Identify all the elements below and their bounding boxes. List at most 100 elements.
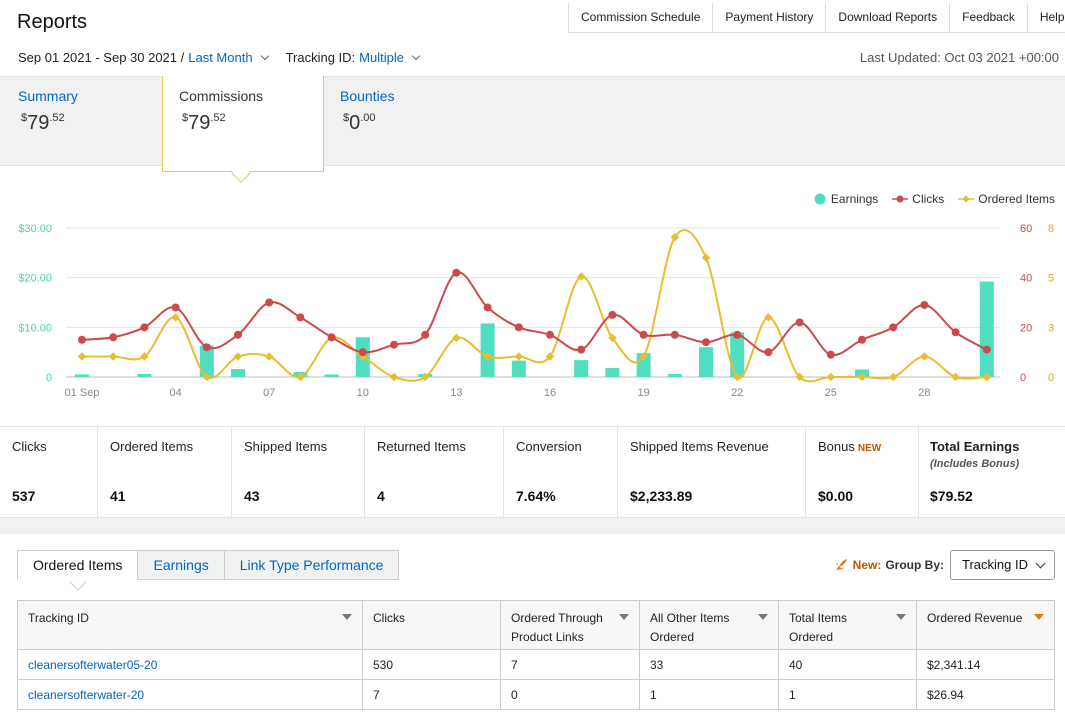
section-divider [0,518,1065,534]
ordered-line-icon [958,195,975,203]
table-cell: 7 [500,649,640,680]
stat-bonus: Bonus NEW $0.00 [806,427,919,517]
ordered-items-point [202,372,212,382]
sort-desc-icon[interactable] [1034,614,1044,620]
earnings-bar [574,360,589,377]
chevron-down-icon[interactable] [260,51,269,61]
clicks-axis-tick: 20 [1020,322,1032,334]
earnings-axis-tick: 0 [46,372,52,384]
table-cell: 7 [362,679,501,710]
earnings-bar [324,374,339,377]
clicks-point [733,330,742,339]
table-cell: 0 [500,679,640,710]
sort-icon[interactable] [896,614,906,620]
ordered-items-point [264,352,274,361]
filter-row: Sep 01 2021 - Sep 30 2021 / Last Month T… [18,50,421,65]
column-total-items[interactable]: Total Items Ordered [778,600,917,650]
column-ordered-revenue[interactable]: Ordered Revenue [916,600,1055,650]
table-cell: $2,341.14 [916,649,1055,680]
ordered-items-point [77,352,87,361]
clicks-point [421,330,430,339]
ordered-items-point [171,313,180,322]
clicks-point [546,330,554,339]
legend-ordered-items[interactable]: Ordered Items [958,192,1055,206]
sort-icon[interactable] [342,614,352,620]
tab-link-type-performance[interactable]: Link Type Performance [224,550,400,580]
x-axis-tick: 10 [357,387,369,399]
clicks-axis-tick: 40 [1020,273,1032,285]
clicks-axis-tick: 60 [1020,223,1032,235]
earnings-bar [979,281,994,377]
tab-bounties[interactable]: Bounties [340,88,395,104]
top-nav: Commission Schedule Payment History Down… [568,3,1065,33]
clicks-point [639,330,648,339]
ordered-axis-tick: 0 [1048,372,1054,384]
clicks-point [452,268,461,277]
stat-ordered-items: Ordered Items 41 [98,427,232,517]
tracking-id-link[interactable]: cleanersofterwater-20 [28,687,145,702]
new-badge: NEW [857,443,882,454]
ordered-items-point [389,372,399,382]
ordered-items-line [81,229,987,383]
clicks-point [78,335,86,344]
nav-download-reports[interactable]: Download Reports [826,3,951,33]
column-tracking-id[interactable]: Tracking ID [17,600,363,650]
group-by-select[interactable]: Tracking ID [950,550,1055,580]
ordered-items-point [982,372,992,382]
earnings-bar [730,332,745,377]
earnings-axis-tick: $30.00 [18,223,52,235]
earnings-bar [199,345,214,377]
tracking-id-select[interactable]: Multiple [359,50,404,65]
last-updated: Last Updated: Oct 03 2021 +00:00 [859,50,1059,65]
group-by-new-label: New: [852,558,882,572]
stat-returned-items: Returned Items 4 [365,427,504,517]
clicks-point [514,323,523,332]
nav-help[interactable]: Help [1039,10,1065,24]
clicks-point [982,345,991,354]
sort-icon[interactable] [758,614,768,620]
nav-feedback[interactable]: Feedback [950,3,1028,33]
nav-payment-history[interactable]: Payment History [713,3,827,33]
tab-commissions[interactable]: Commissions [179,88,264,104]
column-clicks[interactable]: Clicks [362,600,501,650]
x-axis-tick: 22 [731,387,743,399]
stat-shipped-revenue: Shipped Items Revenue $2,233.89 [618,427,806,517]
legend-clicks[interactable]: Clicks [892,192,944,206]
x-axis-tick: 04 [169,387,181,399]
earnings-bar [75,374,89,377]
clicks-point [608,310,617,319]
ordered-items-point [420,372,430,382]
clicks-point [234,330,242,339]
group-by-label: Group By: [885,558,945,572]
column-ordered-through-links[interactable]: Ordered Through Product Links [500,600,640,650]
column-other-items[interactable]: All Other Items Ordered [639,600,779,650]
period-select[interactable]: Last Month [188,50,253,65]
clicks-point [920,300,929,309]
clicks-point [764,348,773,357]
earnings-chart: 0 0 0 $10.00 20 3 $20.00 40 5 $30.00 60 8 01 Sep 04 07… [18,223,1054,399]
chevron-down-icon[interactable] [411,51,421,61]
tab-earnings[interactable]: Earnings [138,550,225,580]
stat-clicks: Clicks 537 [0,427,98,517]
bounties-amount: $0.00 [343,112,376,134]
clicks-point [265,298,274,307]
clicks-point [826,350,835,359]
x-axis-tick: 13 [450,387,462,399]
earnings-bar [511,360,526,377]
tracking-id-link[interactable]: cleanersofterwater05-20 [28,657,158,672]
earnings-bar [636,353,651,377]
ordered-axis-tick: 8 [1048,223,1054,235]
ordered-items-point [764,313,773,322]
ordered-items-point [514,352,524,361]
ordered-items-point [140,352,149,361]
nav-commission-schedule[interactable]: Commission Schedule [569,3,714,33]
ordered-items-table: Tracking ID Clicks Ordered Through Produ… [17,600,1055,710]
legend-earnings[interactable]: Earnings [813,192,878,206]
sort-icon[interactable] [619,614,629,620]
tab-summary[interactable]: Summary [18,88,78,104]
ordered-items-point [857,372,867,382]
earnings-bar [480,323,495,377]
ordered-items-point [920,352,929,361]
table-cell: 40 [778,649,917,680]
table-row: cleanersofterwater05-20 530 7 33 40 $2,3… [17,649,1055,680]
